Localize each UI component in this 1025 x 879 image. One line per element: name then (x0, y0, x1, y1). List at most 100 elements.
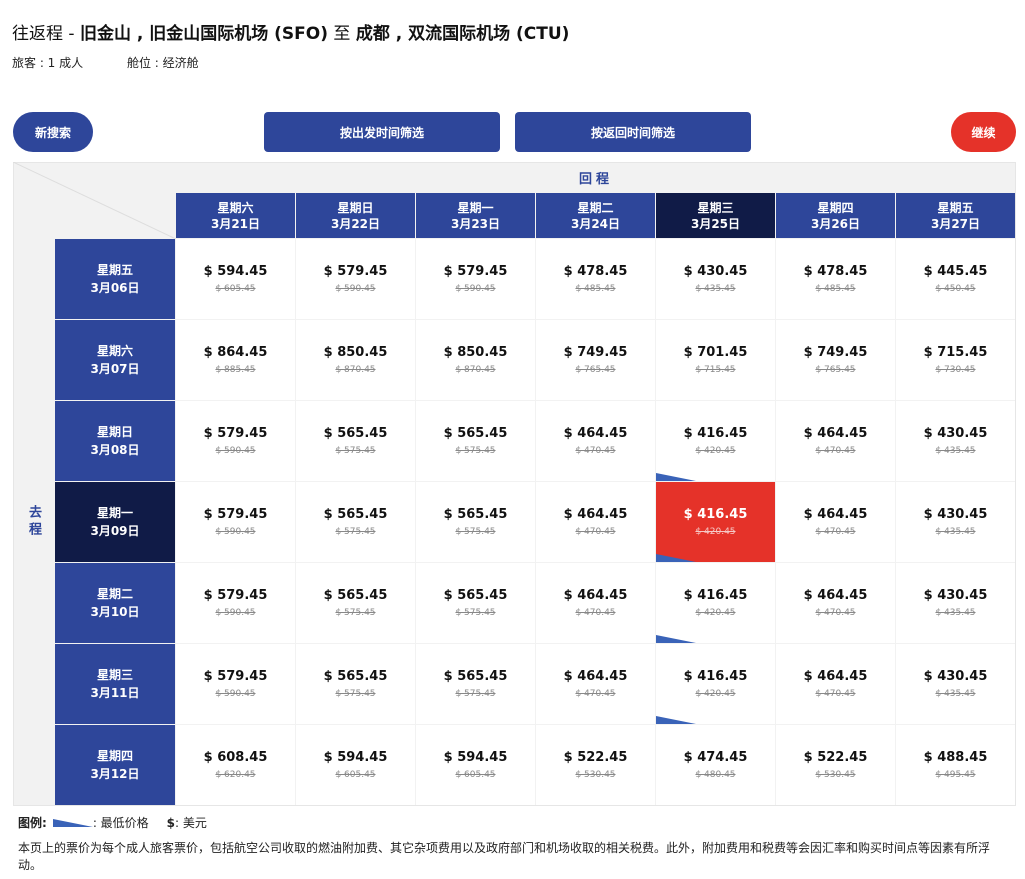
fare-original-price: $ 575.45 (455, 445, 496, 456)
fare-price: $ 474.45 (683, 749, 748, 765)
departure-date-header[interactable]: 星期四 3月12日 (55, 725, 175, 805)
destination: 成都 , 双流国际机场 (CTU) (355, 24, 570, 44)
fare-cell[interactable]: $ 579.45 $ 590.45 (176, 401, 295, 481)
fare-cell[interactable]: $ 565.45 $ 575.45 (416, 482, 535, 562)
fare-cell[interactable]: $ 445.45 $ 450.45 (896, 239, 1015, 319)
fare-cell[interactable]: $ 474.45 $ 480.45 (656, 725, 775, 805)
fare-cell[interactable]: $ 416.45 $ 420.45 (656, 644, 775, 724)
fare-cell[interactable]: $ 464.45 $ 470.45 (536, 401, 655, 481)
lowest-price-marker-icon (656, 473, 696, 481)
fare-cell[interactable]: $ 850.45 $ 870.45 (296, 320, 415, 400)
fare-cell[interactable]: $ 430.45 $ 435.45 (896, 644, 1015, 724)
lowest-price-marker-icon (52, 818, 93, 827)
fare-cell[interactable]: $ 488.45 $ 495.45 (896, 725, 1015, 805)
fare-cell[interactable]: $ 464.45 $ 470.45 (776, 401, 895, 481)
fare-cell[interactable]: $ 579.45 $ 590.45 (176, 563, 295, 643)
fare-cell[interactable]: $ 565.45 $ 575.45 (296, 401, 415, 481)
fare-cell[interactable]: $ 464.45 $ 470.45 (776, 563, 895, 643)
departure-date-header[interactable]: 星期一 3月09日 (55, 482, 175, 562)
fare-cell[interactable]: $ 522.45 $ 530.45 (776, 725, 895, 805)
fare-cell[interactable]: $ 464.45 $ 470.45 (776, 644, 895, 724)
departure-date-header[interactable]: 星期五 3月06日 (55, 239, 175, 319)
return-date-header[interactable]: 星期五 3月27日 (896, 193, 1015, 238)
to-word: 至 (328, 24, 356, 44)
fare-cell[interactable]: $ 565.45 $ 575.45 (296, 644, 415, 724)
fare-cell[interactable]: $ 565.45 $ 575.45 (296, 563, 415, 643)
fare-price: $ 850.45 (443, 344, 508, 360)
filter-return-time-button[interactable]: 按返回时间筛选 (515, 112, 751, 152)
return-date-header[interactable]: 星期三 3月25日 (656, 193, 775, 238)
return-date-header[interactable]: 星期六 3月21日 (176, 193, 295, 238)
continue-button[interactable]: 继续 (951, 112, 1016, 152)
fare-price: $ 579.45 (203, 587, 268, 603)
departure-date: 3月09日 (90, 524, 140, 538)
fare-cell[interactable]: $ 749.45 $ 765.45 (776, 320, 895, 400)
fare-cell[interactable]: $ 594.45 $ 605.45 (416, 725, 535, 805)
fare-cell[interactable]: $ 430.45 $ 435.45 (896, 401, 1015, 481)
fare-cell[interactable]: $ 864.45 $ 885.45 (176, 320, 295, 400)
fare-cell[interactable]: $ 416.45 $ 420.45 (656, 401, 775, 481)
fare-cell[interactable]: $ 565.45 $ 575.45 (416, 644, 535, 724)
fare-cell[interactable]: $ 594.45 $ 605.45 (176, 239, 295, 319)
new-search-button[interactable]: 新搜索 (13, 112, 93, 152)
fare-original-price: $ 435.45 (935, 526, 976, 537)
fare-cell[interactable]: $ 464.45 $ 470.45 (536, 482, 655, 562)
return-date-header[interactable]: 星期二 3月24日 (536, 193, 655, 238)
fare-cell[interactable]: $ 478.45 $ 485.45 (536, 239, 655, 319)
return-date-header[interactable]: 星期一 3月23日 (416, 193, 535, 238)
return-weekday: 星期六 (217, 200, 254, 215)
departure-date-header[interactable]: 星期三 3月11日 (55, 644, 175, 724)
departure-date-header[interactable]: 星期六 3月07日 (55, 320, 175, 400)
fare-cell[interactable]: $ 701.45 $ 715.45 (656, 320, 775, 400)
fare-cell[interactable]: $ 579.45 $ 590.45 (176, 644, 295, 724)
fare-original-price: $ 765.45 (815, 364, 856, 375)
return-weekday: 星期二 (577, 200, 614, 215)
fare-price: $ 464.45 (563, 425, 628, 441)
fare-price: $ 594.45 (323, 749, 388, 765)
departure-date: 3月11日 (90, 686, 140, 700)
search-summary: 旅客 : 1 成人 舱位 : 经济舱 (12, 54, 199, 71)
fare-price: $ 430.45 (683, 263, 748, 279)
fare-cell[interactable]: $ 749.45 $ 765.45 (536, 320, 655, 400)
fare-cell[interactable]: $ 464.45 $ 470.45 (536, 644, 655, 724)
fare-price: $ 478.45 (803, 263, 868, 279)
fare-cell[interactable]: $ 579.45 $ 590.45 (296, 239, 415, 319)
fare-cell[interactable]: $ 430.45 $ 435.45 (896, 482, 1015, 562)
fare-cell[interactable]: $ 715.45 $ 730.45 (896, 320, 1015, 400)
fare-cell[interactable]: $ 464.45 $ 470.45 (776, 482, 895, 562)
fare-original-price: $ 575.45 (335, 607, 376, 618)
fare-price: $ 608.45 (203, 749, 268, 765)
fare-price: $ 565.45 (443, 587, 508, 603)
fare-cell[interactable]: $ 594.45 $ 605.45 (296, 725, 415, 805)
fare-price: $ 579.45 (203, 425, 268, 441)
departure-weekday: 星期四 (96, 749, 133, 763)
fare-cell[interactable]: $ 850.45 $ 870.45 (416, 320, 535, 400)
fare-cell[interactable]: $ 430.45 $ 435.45 (896, 563, 1015, 643)
fare-cell[interactable]: $ 478.45 $ 485.45 (776, 239, 895, 319)
fare-cell[interactable]: $ 416.45 $ 420.45 (656, 482, 775, 562)
fare-cell[interactable]: $ 565.45 $ 575.45 (416, 563, 535, 643)
fare-price: $ 488.45 (923, 749, 988, 765)
fare-cell[interactable]: $ 565.45 $ 575.45 (296, 482, 415, 562)
fare-cell[interactable]: $ 579.45 $ 590.45 (176, 482, 295, 562)
fare-original-price: $ 470.45 (575, 688, 616, 699)
fare-cell[interactable]: $ 579.45 $ 590.45 (416, 239, 535, 319)
fare-price: $ 430.45 (923, 506, 988, 522)
fare-cell[interactable]: $ 565.45 $ 575.45 (416, 401, 535, 481)
fare-cell[interactable]: $ 464.45 $ 470.45 (536, 563, 655, 643)
return-date-header[interactable]: 星期日 3月22日 (296, 193, 415, 238)
departure-date-header[interactable]: 星期二 3月10日 (55, 563, 175, 643)
fare-original-price: $ 620.45 (215, 769, 256, 780)
departure-date: 3月06日 (90, 281, 140, 295)
fare-cell[interactable]: $ 416.45 $ 420.45 (656, 563, 775, 643)
passenger-count: 旅客 : 1 成人 (12, 56, 84, 70)
fare-original-price: $ 470.45 (575, 526, 616, 537)
filter-departure-time-button[interactable]: 按出发时间筛选 (264, 112, 500, 152)
fare-price: $ 565.45 (323, 506, 388, 522)
return-date-header[interactable]: 星期四 3月26日 (776, 193, 895, 238)
fare-cell[interactable]: $ 430.45 $ 435.45 (656, 239, 775, 319)
fare-cell[interactable]: $ 608.45 $ 620.45 (176, 725, 295, 805)
departure-date-header[interactable]: 星期日 3月08日 (55, 401, 175, 481)
fare-cell[interactable]: $ 522.45 $ 530.45 (536, 725, 655, 805)
legend-lowest-price: : 最低价格 (92, 816, 149, 830)
